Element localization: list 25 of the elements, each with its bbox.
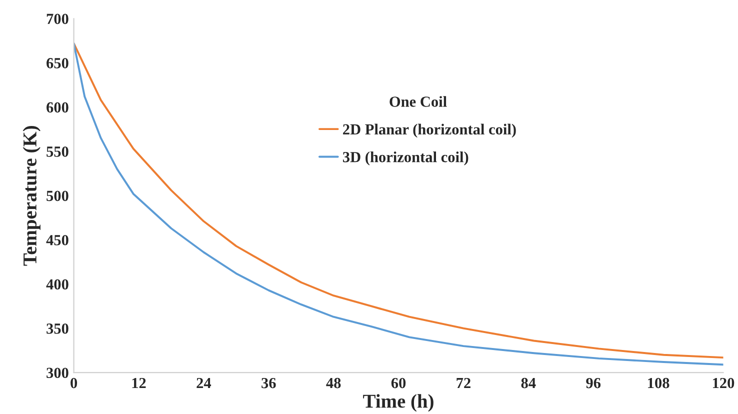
y-tick-label: 600 bbox=[46, 102, 68, 113]
x-tick-label: 0 bbox=[70, 378, 78, 388]
x-tick-label: 108 bbox=[648, 378, 670, 388]
y-axis-title: Temperature (K) bbox=[22, 126, 40, 266]
x-tick-label: 84 bbox=[521, 378, 536, 388]
y-tick-label: 700 bbox=[46, 14, 68, 24]
x-tick-label: 24 bbox=[196, 378, 212, 388]
y-tick-label: 400 bbox=[46, 279, 68, 290]
legend-label: 3D (horizontal coil) bbox=[342, 151, 468, 166]
x-tick-label: 60 bbox=[391, 378, 406, 388]
y-tick-label: 450 bbox=[46, 235, 68, 246]
x-tick-label: 72 bbox=[456, 378, 470, 388]
x-tick-label: 12 bbox=[132, 378, 146, 388]
x-tick-label: 36 bbox=[262, 378, 276, 388]
y-tick-label: 550 bbox=[46, 146, 68, 157]
x-tick-label: 120 bbox=[713, 378, 734, 388]
x-axis-title: Time (h) bbox=[363, 394, 434, 412]
y-tick-label: 300 bbox=[46, 368, 68, 378]
y-tick-label: 500 bbox=[46, 190, 68, 202]
x-tick-label: 96 bbox=[586, 378, 601, 388]
x-tick-label: 48 bbox=[326, 378, 341, 388]
legend-label: 2D Planar (horizontal coil) bbox=[343, 124, 516, 138]
y-tick-label: 350 bbox=[46, 323, 68, 334]
y-tick-label: 650 bbox=[46, 58, 68, 68]
legend-title: One Coil bbox=[390, 96, 447, 107]
